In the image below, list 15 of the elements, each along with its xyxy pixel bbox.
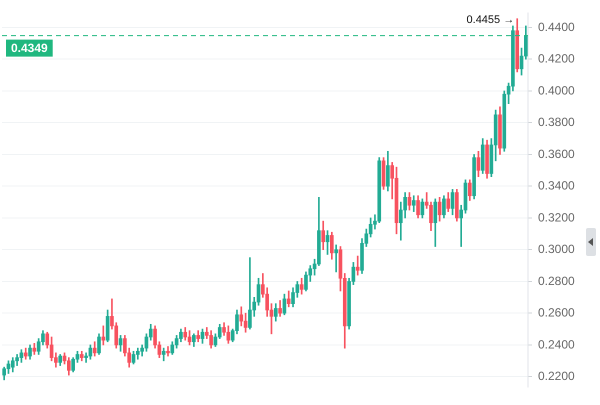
y-tick-label: 0.3800: [538, 115, 576, 130]
y-tick-label: 0.2200: [538, 368, 576, 383]
y-tick-label: 0.2800: [538, 274, 576, 288]
y-tick-label: 0.2400: [538, 337, 576, 352]
y-tick-label: 0.4400: [538, 20, 576, 34]
y-tick-label: 0.2600: [538, 306, 576, 320]
y-tick-label: 0.4000: [538, 83, 576, 98]
y-tick-label: 0.3000: [538, 242, 576, 256]
candlestick: [166, 346, 170, 356]
annotation: 0.4455 →: [466, 14, 514, 26]
y-tick-label: 0.4200: [538, 52, 576, 66]
y-tick-label: 0.3400: [538, 178, 576, 193]
y-tick-label: 0.3200: [538, 210, 576, 224]
y-tick-label: 0.3600: [538, 146, 576, 161]
ref-line-label: 0.4349: [11, 40, 48, 55]
